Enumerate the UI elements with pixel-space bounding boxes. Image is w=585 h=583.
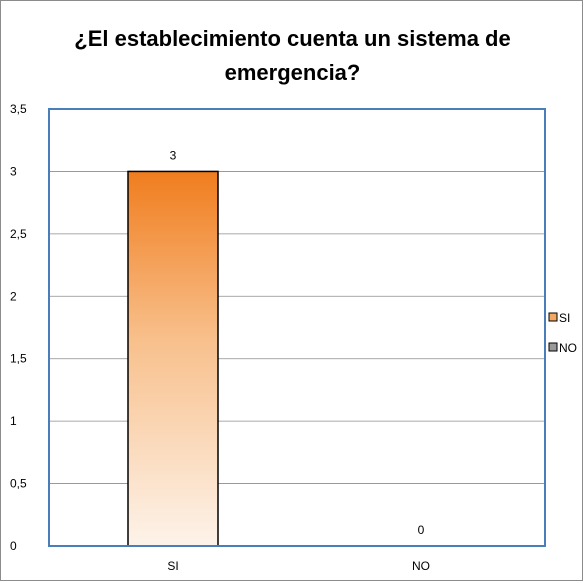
y-tick-label: 3 bbox=[10, 164, 17, 178]
y-tick-label: 2 bbox=[10, 289, 17, 303]
legend-swatch-no bbox=[548, 342, 558, 352]
legend: SI NO bbox=[548, 311, 577, 355]
grid-lines bbox=[49, 171, 545, 484]
bar-si bbox=[127, 170, 219, 547]
chart-title: ¿El establecimiento cuenta un sistema de… bbox=[0, 22, 585, 90]
y-tick-label: 3,5 bbox=[10, 102, 27, 116]
legend-label: SI bbox=[559, 311, 570, 325]
y-tick-label: 1 bbox=[10, 414, 17, 428]
x-tick-label: NO bbox=[412, 559, 430, 573]
data-labels: 30 bbox=[170, 148, 425, 537]
legend-label: NO bbox=[559, 341, 577, 355]
legend-swatch-si bbox=[548, 312, 558, 322]
data-label: 3 bbox=[170, 148, 177, 162]
y-tick-label: 0,5 bbox=[10, 477, 27, 491]
plot-area-border bbox=[48, 108, 546, 547]
bars bbox=[127, 170, 219, 547]
y-tick-label: 2,5 bbox=[10, 227, 27, 241]
data-label: 0 bbox=[418, 523, 425, 537]
chart-title-line-2: emergencia? bbox=[224, 60, 361, 85]
chart-title-line-1: ¿El establecimiento cuenta un sistema de bbox=[74, 26, 511, 51]
y-tick-label: 0 bbox=[10, 539, 17, 553]
y-tick-label: 1,5 bbox=[10, 352, 27, 366]
x-tick-label: SI bbox=[167, 559, 178, 573]
y-axis-ticks: 0 0,5 1 1,5 2 2,5 3 3,5 bbox=[10, 102, 27, 553]
x-axis-ticks: SI NO bbox=[167, 559, 430, 573]
